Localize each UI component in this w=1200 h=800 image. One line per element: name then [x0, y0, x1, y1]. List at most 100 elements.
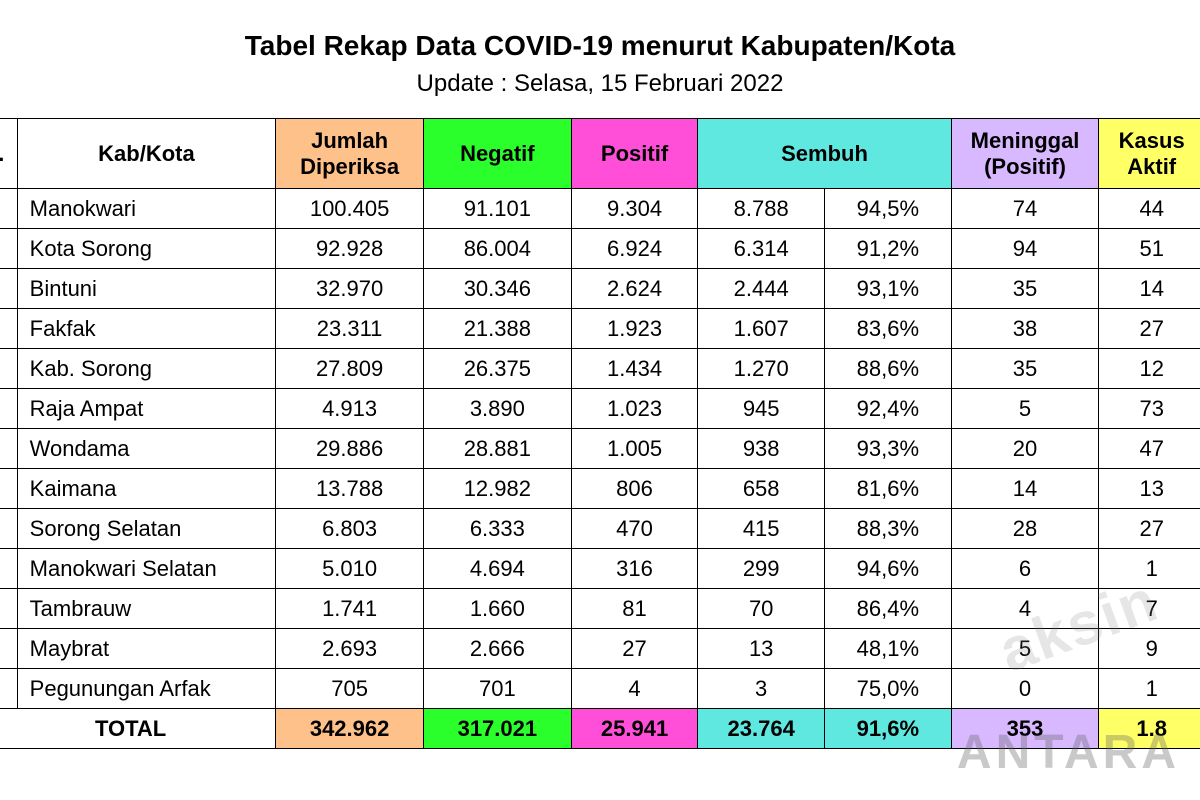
cell: Tambrauw — [17, 589, 276, 629]
cell: 92.928 — [276, 229, 424, 269]
cell: 75,0% — [825, 669, 952, 709]
table-row: Kota Sorong92.92886.0046.9246.31491,2%94… — [0, 229, 1200, 269]
cell: Fakfak — [17, 309, 276, 349]
cell: 92,4% — [825, 389, 952, 429]
cell: 21.388 — [423, 309, 571, 349]
cell: 27 — [1099, 309, 1200, 349]
cell — [0, 429, 17, 469]
total-cell: 91,6% — [825, 709, 952, 749]
cell: Manokwari Selatan — [17, 549, 276, 589]
cell: 7 — [1099, 589, 1200, 629]
cell: 2.624 — [571, 269, 698, 309]
cell: 701 — [423, 669, 571, 709]
cell: 6.924 — [571, 229, 698, 269]
cell: 1.005 — [571, 429, 698, 469]
cell: 48,1% — [825, 629, 952, 669]
cell: 6 — [951, 549, 1099, 589]
cell: 83,6% — [825, 309, 952, 349]
table-row: Kaimana13.78812.98280665881,6%1413 — [0, 469, 1200, 509]
col-header-positif: Positif — [571, 119, 698, 189]
cell: 2.693 — [276, 629, 424, 669]
cell: 30.346 — [423, 269, 571, 309]
total-cell: 353 — [951, 709, 1099, 749]
cell — [0, 629, 17, 669]
table-head: .Kab/KotaJumlah DiperiksaNegatifPositifS… — [0, 119, 1200, 189]
cell: 13 — [698, 629, 825, 669]
cell: 86.004 — [423, 229, 571, 269]
cell: 91.101 — [423, 189, 571, 229]
cell: 38 — [951, 309, 1099, 349]
cell: 70 — [698, 589, 825, 629]
cell: Maybrat — [17, 629, 276, 669]
cell: 6.803 — [276, 509, 424, 549]
cell: 23.311 — [276, 309, 424, 349]
cell: 9 — [1099, 629, 1200, 669]
total-cell: TOTAL — [0, 709, 276, 749]
cell — [0, 389, 17, 429]
total-cell: 1.8 — [1099, 709, 1200, 749]
cell: 2.444 — [698, 269, 825, 309]
cell: Kab. Sorong — [17, 349, 276, 389]
cell: 5 — [951, 389, 1099, 429]
cell: 1.270 — [698, 349, 825, 389]
cell: 93,1% — [825, 269, 952, 309]
total-cell: 23.764 — [698, 709, 825, 749]
cell — [0, 549, 17, 589]
col-header-kasus: Kasus Aktif — [1099, 119, 1200, 189]
cell: 6.333 — [423, 509, 571, 549]
cell: 14 — [951, 469, 1099, 509]
cell: 35 — [951, 269, 1099, 309]
cell: 1.741 — [276, 589, 424, 629]
table-row: Tambrauw1.7411.660817086,4%47 — [0, 589, 1200, 629]
table-body: Manokwari100.40591.1019.3048.78894,5%744… — [0, 189, 1200, 709]
cell: 27 — [571, 629, 698, 669]
cell: 2.666 — [423, 629, 571, 669]
cell: Bintuni — [17, 269, 276, 309]
table-row: Sorong Selatan6.8036.33347041588,3%2827 — [0, 509, 1200, 549]
cell: 51 — [1099, 229, 1200, 269]
cell: Raja Ampat — [17, 389, 276, 429]
col-header-idx: . — [0, 119, 17, 189]
cell: 27 — [1099, 509, 1200, 549]
cell: 938 — [698, 429, 825, 469]
cell: 94 — [951, 229, 1099, 269]
cell — [0, 229, 17, 269]
cell: 1.023 — [571, 389, 698, 429]
cell: Pegunungan Arfak — [17, 669, 276, 709]
cell: 26.375 — [423, 349, 571, 389]
cell: 1 — [1099, 669, 1200, 709]
cell: 47 — [1099, 429, 1200, 469]
header: Tabel Rekap Data COVID-19 menurut Kabupa… — [0, 0, 1200, 118]
cell: 29.886 — [276, 429, 424, 469]
cell: Manokwari — [17, 189, 276, 229]
cell: 100.405 — [276, 189, 424, 229]
cell: 94,6% — [825, 549, 952, 589]
cell: 28.881 — [423, 429, 571, 469]
total-cell: 25.941 — [571, 709, 698, 749]
cell: 35 — [951, 349, 1099, 389]
cell: 1 — [1099, 549, 1200, 589]
cell: Kota Sorong — [17, 229, 276, 269]
cell: 3.890 — [423, 389, 571, 429]
cell: 81 — [571, 589, 698, 629]
cell: 13 — [1099, 469, 1200, 509]
cell: 88,3% — [825, 509, 952, 549]
cell: 4 — [571, 669, 698, 709]
table-row: Bintuni32.97030.3462.6242.44493,1%3514 — [0, 269, 1200, 309]
table-row: Manokwari Selatan5.0104.69431629994,6%61 — [0, 549, 1200, 589]
cell: 4 — [951, 589, 1099, 629]
table-foot: TOTAL342.962317.02125.94123.76491,6%3531… — [0, 709, 1200, 749]
cell: 1.660 — [423, 589, 571, 629]
col-header-meninggal: Meninggal (Positif) — [951, 119, 1099, 189]
cell: Sorong Selatan — [17, 509, 276, 549]
cell: 27.809 — [276, 349, 424, 389]
col-header-sembuh: Sembuh — [698, 119, 951, 189]
cell: 12 — [1099, 349, 1200, 389]
cell: 28 — [951, 509, 1099, 549]
cell: 806 — [571, 469, 698, 509]
cell: 94,5% — [825, 189, 952, 229]
cell: 6.314 — [698, 229, 825, 269]
cell: 13.788 — [276, 469, 424, 509]
cell: Wondama — [17, 429, 276, 469]
cell — [0, 309, 17, 349]
